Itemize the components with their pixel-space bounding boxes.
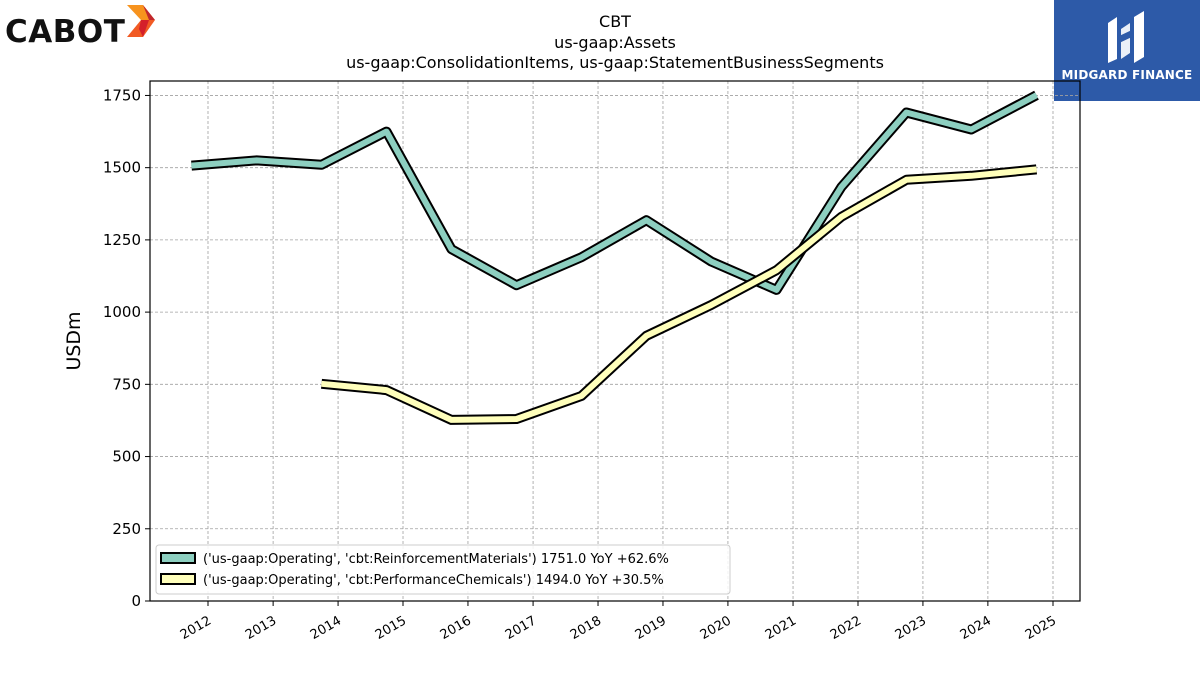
x-tick-label: 2014 xyxy=(308,613,344,643)
cabot-logo-text: CABOT xyxy=(5,14,126,50)
series-1-point xyxy=(256,159,258,161)
series-1-point xyxy=(191,165,192,167)
x-tick-label: 2012 xyxy=(178,613,214,643)
y-tick-label: 1250 xyxy=(103,231,141,249)
cabot-logo: CABOT xyxy=(0,0,170,60)
x-tick-label: 2015 xyxy=(373,613,409,643)
series-1-point xyxy=(970,129,972,130)
x-tick-label: 2020 xyxy=(698,613,734,643)
x-tick-label: 2013 xyxy=(243,613,279,643)
series-2-point xyxy=(386,389,387,391)
x-tick-label: 2023 xyxy=(893,613,929,643)
series-1-point xyxy=(450,248,452,250)
series-1-point xyxy=(905,112,907,113)
legend: ('us-gaap:Operating', 'cbt:Reinforcement… xyxy=(155,544,731,595)
series-1-point xyxy=(776,289,777,291)
legend-swatch-2 xyxy=(160,573,196,585)
x-tick-label: 2021 xyxy=(763,613,799,643)
y-tick-label: 1750 xyxy=(103,86,141,104)
series-1-point xyxy=(840,186,842,188)
y-tick-label: 250 xyxy=(112,520,141,538)
x-tick-label: 2024 xyxy=(958,613,994,643)
midgard-logo-text: MIDGARD FINANCE xyxy=(1061,68,1193,82)
midgard-emblem-icon xyxy=(1108,11,1144,63)
x-tick-label: 2018 xyxy=(568,613,604,643)
series-2-point xyxy=(321,383,322,385)
series-1-point xyxy=(581,256,582,258)
series-1-line xyxy=(191,92,1038,293)
legend-label-2: ('us-gaap:Operating', 'cbt:PerformanceCh… xyxy=(203,573,664,588)
series-2-point xyxy=(581,395,582,397)
plot-frame xyxy=(149,80,1081,602)
y-axis-label: USDm xyxy=(63,311,85,370)
chart-subtitle-2: us-gaap:ConsolidationItems, us-gaap:Stat… xyxy=(346,53,884,72)
chart-subtitle-1: us-gaap:Assets xyxy=(554,33,676,52)
legend-box xyxy=(155,544,731,595)
series-2-point xyxy=(840,216,842,218)
series-2-point xyxy=(710,304,712,306)
series-1-point xyxy=(321,164,322,166)
chart-title: CBT xyxy=(599,12,631,31)
series-1-outline xyxy=(191,90,1039,295)
series-1-point xyxy=(710,261,712,263)
y-tick-label: 0 xyxy=(131,592,141,610)
x-tick-label: 2019 xyxy=(633,613,669,643)
midgard-finance-logo: MIDGARD FINANCE xyxy=(1054,0,1200,101)
series-1-point xyxy=(386,131,387,133)
series-1-point xyxy=(516,284,517,286)
series-2-point xyxy=(645,335,647,337)
series-2-point xyxy=(450,419,452,421)
series-2-point xyxy=(516,418,517,420)
series-2-point xyxy=(1036,168,1037,170)
legend-label-1: ('us-gaap:Operating', 'cbt:Reinforcement… xyxy=(203,552,669,567)
cabot-emblem-icon xyxy=(127,5,155,37)
y-tick-label: 500 xyxy=(112,448,141,466)
x-tick-label: 2017 xyxy=(503,613,539,643)
series-1-point xyxy=(645,219,647,221)
x-tick-label: 2022 xyxy=(828,613,864,643)
x-tick-label: 2025 xyxy=(1023,613,1059,643)
y-tick-label: 750 xyxy=(112,375,141,393)
y-tick-label: 1000 xyxy=(103,303,141,321)
series-2-point xyxy=(776,269,777,271)
series-2-point xyxy=(905,179,907,181)
y-tick-label: 1500 xyxy=(103,159,141,177)
series-1-point xyxy=(1036,94,1037,96)
legend-swatch-1 xyxy=(160,552,196,564)
series-2-line xyxy=(321,166,1037,423)
x-tick-label: 2016 xyxy=(438,613,474,643)
series-2-point xyxy=(970,175,972,177)
